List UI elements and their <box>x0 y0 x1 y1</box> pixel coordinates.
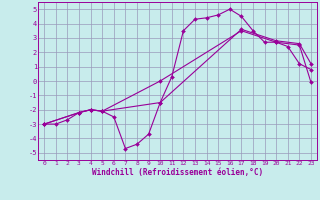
X-axis label: Windchill (Refroidissement éolien,°C): Windchill (Refroidissement éolien,°C) <box>92 168 263 177</box>
